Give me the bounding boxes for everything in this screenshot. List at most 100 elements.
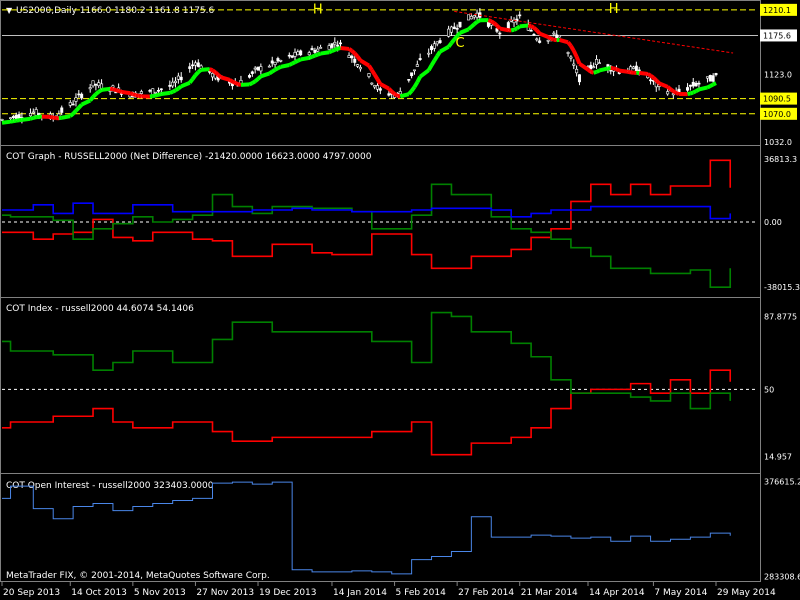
ma-segment [487,18,493,24]
candle-body [74,97,78,102]
candle-body [350,55,354,59]
ma-segment [97,88,103,94]
ma-segment [695,87,700,93]
ma-segment [337,46,341,51]
ma-segment [71,109,78,116]
ma-segment [208,67,214,73]
candle-body [538,40,542,43]
ma-segment [510,27,515,33]
ma-segment [340,46,350,51]
candle-body [31,111,35,114]
ma-segment [91,92,98,99]
x-axis-tick-label: 14 Apr 2014 [589,588,645,598]
ma-segment [370,68,377,76]
candle-body [367,73,371,77]
ma-segment [74,106,81,113]
ma-segment [21,116,31,122]
candle-body [80,93,84,99]
candle-body [168,84,172,87]
ma-segment [231,79,237,85]
ma-segment [317,51,322,57]
ma-segment [88,95,95,102]
candle-body [691,81,695,87]
y-axis-tick: 283308.6 [764,573,800,582]
ma-segment [197,68,203,74]
ma-segment [669,87,675,93]
ma-segment [193,70,200,77]
ma-segment [390,89,396,96]
ma-segment [260,71,271,79]
candle-body [705,76,709,79]
ma-segment [372,73,380,81]
ma-segment [347,47,353,53]
ma-segment [251,79,257,85]
pattern-label: H [313,3,323,18]
ma-segment [52,115,57,121]
ma-segment [449,38,456,45]
candle-body [515,18,519,22]
candle-body [697,82,701,85]
ma-segment [94,90,101,96]
ma-segment [495,24,502,30]
ma-segment [492,21,499,28]
ma-segment [101,86,111,92]
ma-segment [470,22,476,29]
ma-segment [32,115,37,120]
ma-segment [211,68,217,74]
x-axis-tick-label: 19 Dec 2013 [259,588,317,598]
ma-segment [234,81,239,86]
candle-body [677,88,681,93]
cot-graph-series: 36813.3 0.00 -38015.3 [2,155,800,292]
ma-segment [350,49,357,55]
ma-segment [598,66,609,73]
price-axis-tick: 1032.0 [764,138,792,147]
candle-body [378,88,382,91]
ma-segment [658,81,669,89]
candle-body [714,73,718,76]
candle-body [694,82,698,87]
candle-body [455,28,459,30]
ma-segment [513,26,518,32]
cot-index-series: 87.8775 50 14.957 [2,311,797,462]
candle-body [358,67,362,70]
candle-body [159,88,163,91]
ma-segment [499,26,509,33]
ma-segment [10,119,14,124]
ma-segment [426,64,434,72]
y-axis-tick: 50 [764,385,774,394]
ma-segment [712,81,717,87]
candle-body [575,68,579,74]
candle-body [546,39,550,42]
ma-segment [177,84,183,91]
level-label-box [760,107,797,120]
candle-body [290,55,294,58]
candle-body [711,75,715,82]
candle-body [171,81,175,87]
candle-body [179,76,183,81]
ma-segment [692,89,697,95]
candle-body [11,116,15,119]
ma-segment [157,92,162,97]
candle-body [330,43,334,48]
ma-segment [288,61,294,67]
candle-body [88,87,92,90]
ma-segment [135,93,140,98]
candle-body [387,93,391,96]
y-axis-tick: 14.957 [764,453,792,462]
candle-body [353,58,357,63]
candle-body [375,85,379,90]
ma-segment [311,53,316,59]
series-line [2,311,732,410]
candle-body [577,74,581,83]
ma-segment [689,90,694,96]
ma-segment [112,87,117,92]
candle-body [373,85,377,88]
candle-body [495,28,499,32]
ma-segment [429,59,437,67]
ma-segment [169,89,174,95]
ma-segment [355,55,363,62]
ma-segment [334,46,339,52]
chevron-down-icon[interactable]: ▼ [6,6,13,15]
